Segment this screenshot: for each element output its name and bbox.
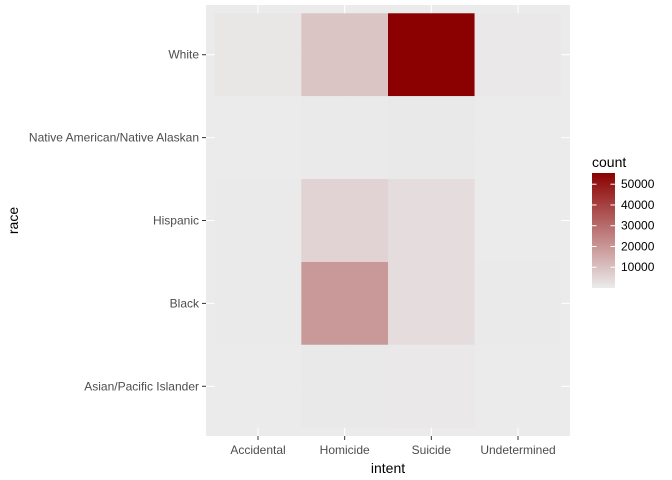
heatmap-cell	[301, 179, 388, 262]
heatmap-cell	[388, 179, 475, 262]
x-tick-label: Accidental	[230, 443, 285, 457]
heatmap-cell	[388, 344, 475, 428]
heatmap-cells	[214, 13, 562, 428]
heatmap-cell	[301, 13, 388, 97]
legend-label: 10000	[621, 260, 655, 274]
x-tick-label: Undetermined	[480, 443, 555, 457]
y-tick-label: Native American/Native Alaskan	[29, 131, 199, 145]
x-tick-label: Suicide	[412, 443, 452, 457]
heatmap-cell	[301, 96, 388, 180]
legend-label: 40000	[621, 198, 655, 212]
x-axis-ticks: Accidental Homicide Suicide Undetermined	[230, 436, 556, 457]
legend-label: 30000	[621, 219, 655, 233]
heatmap-cell	[301, 261, 388, 345]
legend-title: count	[592, 154, 626, 170]
heatmap-cell	[214, 179, 302, 262]
legend-colorbar	[592, 173, 615, 288]
heatmap-cell	[474, 261, 562, 345]
y-tick-label: White	[168, 48, 199, 62]
heatmap-cell	[214, 13, 302, 97]
y-axis-ticks: White Native American/Native Alaskan Hispa…	[29, 48, 206, 393]
heatmap-cell	[214, 96, 302, 180]
heatmap-cell	[474, 13, 562, 97]
legend: count 10000 20000 30000 40000 50000	[592, 154, 655, 288]
heatmap-cell	[214, 344, 302, 428]
heatmap-cell	[388, 13, 475, 97]
x-axis-title: intent	[371, 460, 405, 476]
heatmap-cell	[474, 96, 562, 180]
legend-label: 20000	[621, 239, 655, 253]
heatmap-cell	[474, 344, 562, 428]
heatmap-cell	[301, 344, 388, 428]
heatmap-cell	[388, 261, 475, 345]
legend-ticks: 10000 20000 30000 40000 50000	[592, 177, 655, 274]
legend-label: 50000	[621, 177, 655, 191]
y-tick-label: Black	[170, 296, 200, 310]
x-tick-label: Homicide	[320, 443, 370, 457]
heatmap-cell	[214, 261, 302, 345]
y-tick-label: Hispanic	[153, 214, 199, 228]
y-axis-title: race	[5, 207, 21, 234]
heatmap-cell	[474, 179, 562, 262]
heatmap-cell	[388, 96, 475, 180]
y-tick-label: Asian/Pacific Islander	[84, 379, 199, 393]
